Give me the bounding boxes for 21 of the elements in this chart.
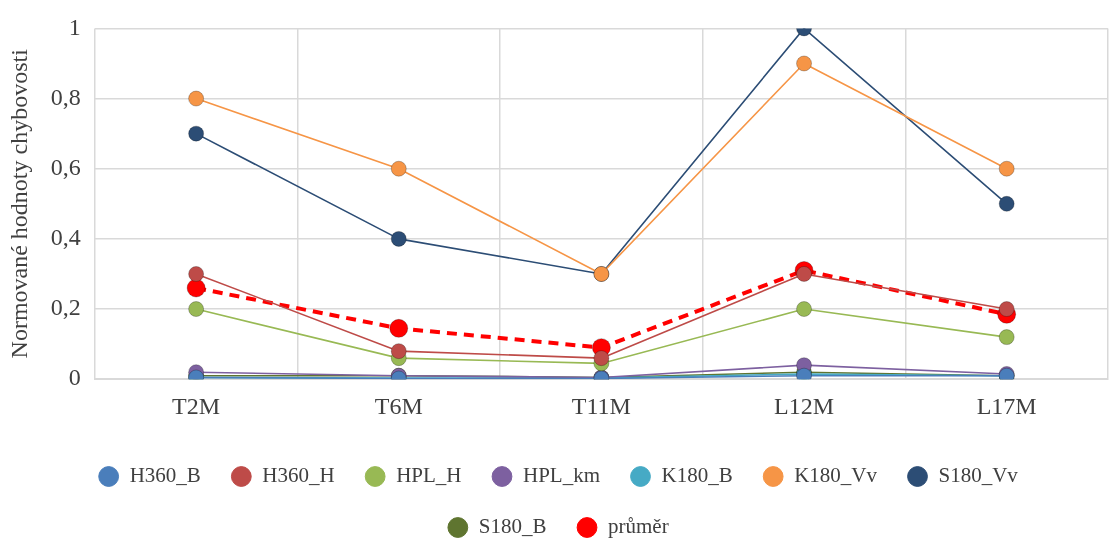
y-tick-label: 0,8 xyxy=(50,83,81,110)
x-tick-label: T2M xyxy=(172,392,221,419)
x-tick-label: L12M xyxy=(774,392,835,419)
x-tick-label: L17M xyxy=(976,392,1037,419)
y-tick-label: 0,6 xyxy=(50,154,81,181)
legend-label: S180_B xyxy=(478,514,547,539)
x-tick-label: T11M xyxy=(571,392,631,419)
legend-label: K180_Vv xyxy=(794,463,878,488)
legend-label: H360_H xyxy=(262,463,335,488)
legend-label: HPL_km xyxy=(522,463,601,488)
x-tick-label: T6M xyxy=(374,392,423,419)
y-tick-label: 0 xyxy=(68,364,81,391)
legend-label: S180_Vv xyxy=(938,463,1019,488)
y-tick-label: 1 xyxy=(68,13,81,40)
y-tick-label: 0,2 xyxy=(50,294,81,321)
legend-label: HPL_H xyxy=(396,463,462,488)
y-tick-label: 0,4 xyxy=(50,224,81,251)
y-axis-title: Normované hodnoty chybovosti xyxy=(5,48,32,359)
legend-label: K180_B xyxy=(661,463,733,488)
legend-label: průměr xyxy=(608,514,669,539)
legend-label: H360_B xyxy=(129,463,201,488)
